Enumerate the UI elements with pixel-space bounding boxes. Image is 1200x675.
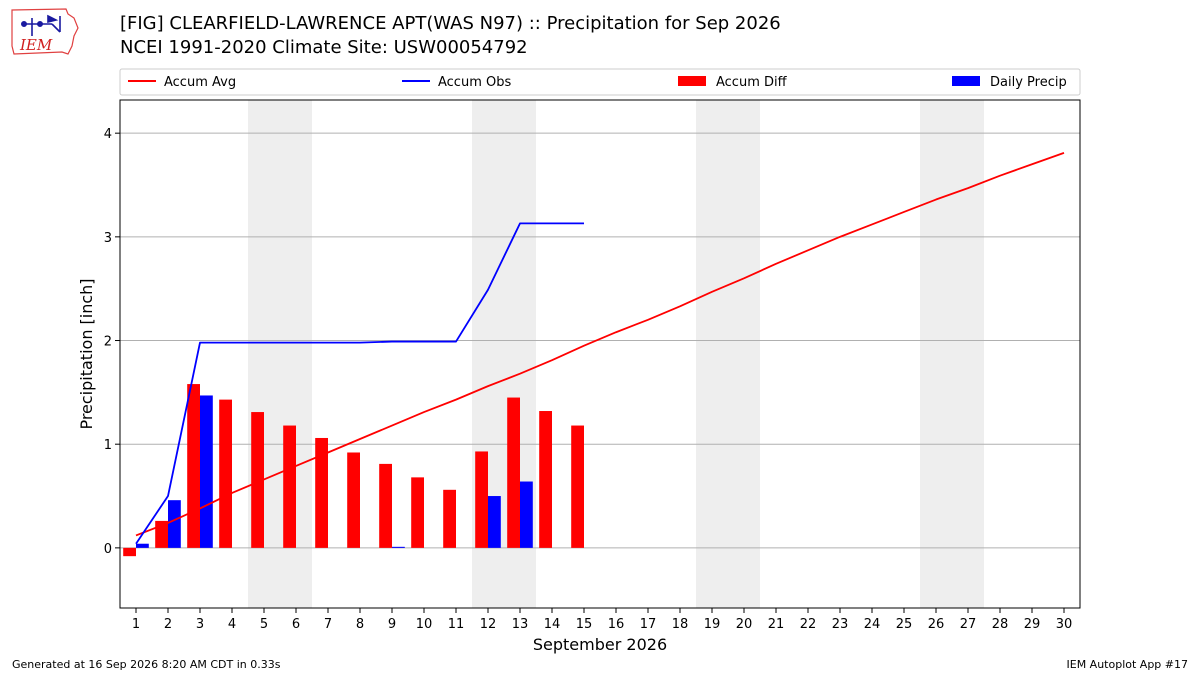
legend-bar-swatch xyxy=(678,76,706,86)
accum-diff-bar xyxy=(379,463,392,548)
daily-precip-bar xyxy=(520,481,533,548)
generated-note: Generated at 16 Sep 2026 8:20 AM CDT in … xyxy=(12,658,281,671)
x-tick-label: 10 xyxy=(416,617,433,632)
weekend-band xyxy=(696,100,760,608)
daily-precip-bar xyxy=(488,496,501,548)
weekend-shading xyxy=(248,100,984,608)
x-tick-label: 8 xyxy=(356,617,364,632)
y-tick-label: 2 xyxy=(104,335,112,350)
x-tick-label: 22 xyxy=(800,617,817,632)
accum-diff-bar xyxy=(283,425,296,548)
daily-precip-bar xyxy=(136,543,149,548)
x-tick-label: 1 xyxy=(132,617,140,632)
accum-diff-bar xyxy=(411,477,424,548)
x-tick-label: 20 xyxy=(736,617,753,632)
accum-diff-bar xyxy=(187,384,200,548)
legend: Accum Avg Accum Obs Accum Diff Daily Precip xyxy=(119,68,1081,96)
x-tick-label: 27 xyxy=(960,617,977,632)
accum-diff-bar xyxy=(475,451,488,548)
legend-label: Accum Obs xyxy=(438,75,511,90)
accum-diff-bar xyxy=(571,425,584,548)
x-tick-label: 5 xyxy=(260,617,268,632)
accum-avg-line xyxy=(135,152,1065,537)
y-tick-label: 4 xyxy=(104,127,112,142)
x-tick-label: 15 xyxy=(576,617,593,632)
accum-diff-bar xyxy=(315,437,328,548)
plot-area-frame xyxy=(119,99,1081,609)
x-tick-label: 16 xyxy=(608,617,625,632)
x-tick-label: 12 xyxy=(480,617,497,632)
chart-subtitle: NCEI 1991-2020 Climate Site: USW00054792 xyxy=(120,37,528,58)
y-tick-label: 0 xyxy=(104,542,112,557)
y-tick-label: 3 xyxy=(104,231,112,246)
weekend-band xyxy=(920,100,984,608)
bars xyxy=(123,384,584,557)
x-tick-label: 26 xyxy=(928,617,945,632)
daily-precip-bar xyxy=(200,395,213,548)
iowa-outline-icon xyxy=(11,8,79,55)
x-tick-label: 9 xyxy=(388,617,396,632)
x-tick-label: 29 xyxy=(1024,617,1041,632)
x-tick-label: 17 xyxy=(640,617,657,632)
daily-precip-bar xyxy=(392,546,405,548)
y-tick-label: 1 xyxy=(104,438,112,453)
x-tick-label: 7 xyxy=(324,617,332,632)
accum-diff-bar xyxy=(347,452,360,548)
x-tick-label: 13 xyxy=(512,617,529,632)
weather-station-icon xyxy=(21,14,61,36)
accum-diff-bar xyxy=(123,547,136,557)
x-tick-label: 19 xyxy=(704,617,721,632)
x-tick-label: 18 xyxy=(672,617,689,632)
legend-frame xyxy=(119,68,1081,96)
accum-diff-bar xyxy=(219,399,232,548)
x-tick-label: 14 xyxy=(544,617,561,632)
x-axis-ticks: 1 2 3 4 5 6 7 8 9 10 11 12 13 14 15 16 17 18 19 20 21 22 23 24 2… xyxy=(132,608,1072,632)
grid-lines xyxy=(120,132,1080,549)
iem-logo: IEM xyxy=(11,8,79,55)
legend-label: Accum Avg xyxy=(164,75,236,90)
accum-diff-bar xyxy=(251,412,264,548)
legend-label: Accum Diff xyxy=(716,75,788,90)
x-tick-label: 24 xyxy=(864,617,881,632)
app-credit: IEM Autoplot App #17 xyxy=(1066,658,1189,671)
accum-obs-line xyxy=(135,222,584,545)
x-tick-label: 3 xyxy=(196,617,204,632)
x-tick-label: 11 xyxy=(448,617,465,632)
x-tick-label: 21 xyxy=(768,617,785,632)
legend-label: Daily Precip xyxy=(990,75,1067,90)
daily-precip-bar xyxy=(168,500,181,548)
x-axis-label: September 2026 xyxy=(533,635,667,654)
y-axis-label: Precipitation [inch] xyxy=(77,278,96,429)
accum-diff-bar xyxy=(507,397,520,548)
y-axis-ticks: 0 1 2 3 4 xyxy=(104,127,120,557)
accum-diff-bar xyxy=(443,489,456,548)
chart-title: [FIG] CLEARFIELD-LAWRENCE APT(WAS N97) :… xyxy=(120,13,781,34)
x-tick-label: 6 xyxy=(292,617,300,632)
x-tick-label: 30 xyxy=(1056,617,1073,632)
x-tick-label: 2 xyxy=(164,617,172,632)
x-tick-label: 25 xyxy=(896,617,913,632)
legend-bar-swatch xyxy=(952,76,980,86)
lines xyxy=(135,152,1065,545)
logo-text: IEM xyxy=(19,36,53,54)
accum-diff-bar xyxy=(539,411,552,548)
x-tick-label: 28 xyxy=(992,617,1009,632)
x-tick-label: 23 xyxy=(832,617,849,632)
x-tick-label: 4 xyxy=(228,617,236,632)
